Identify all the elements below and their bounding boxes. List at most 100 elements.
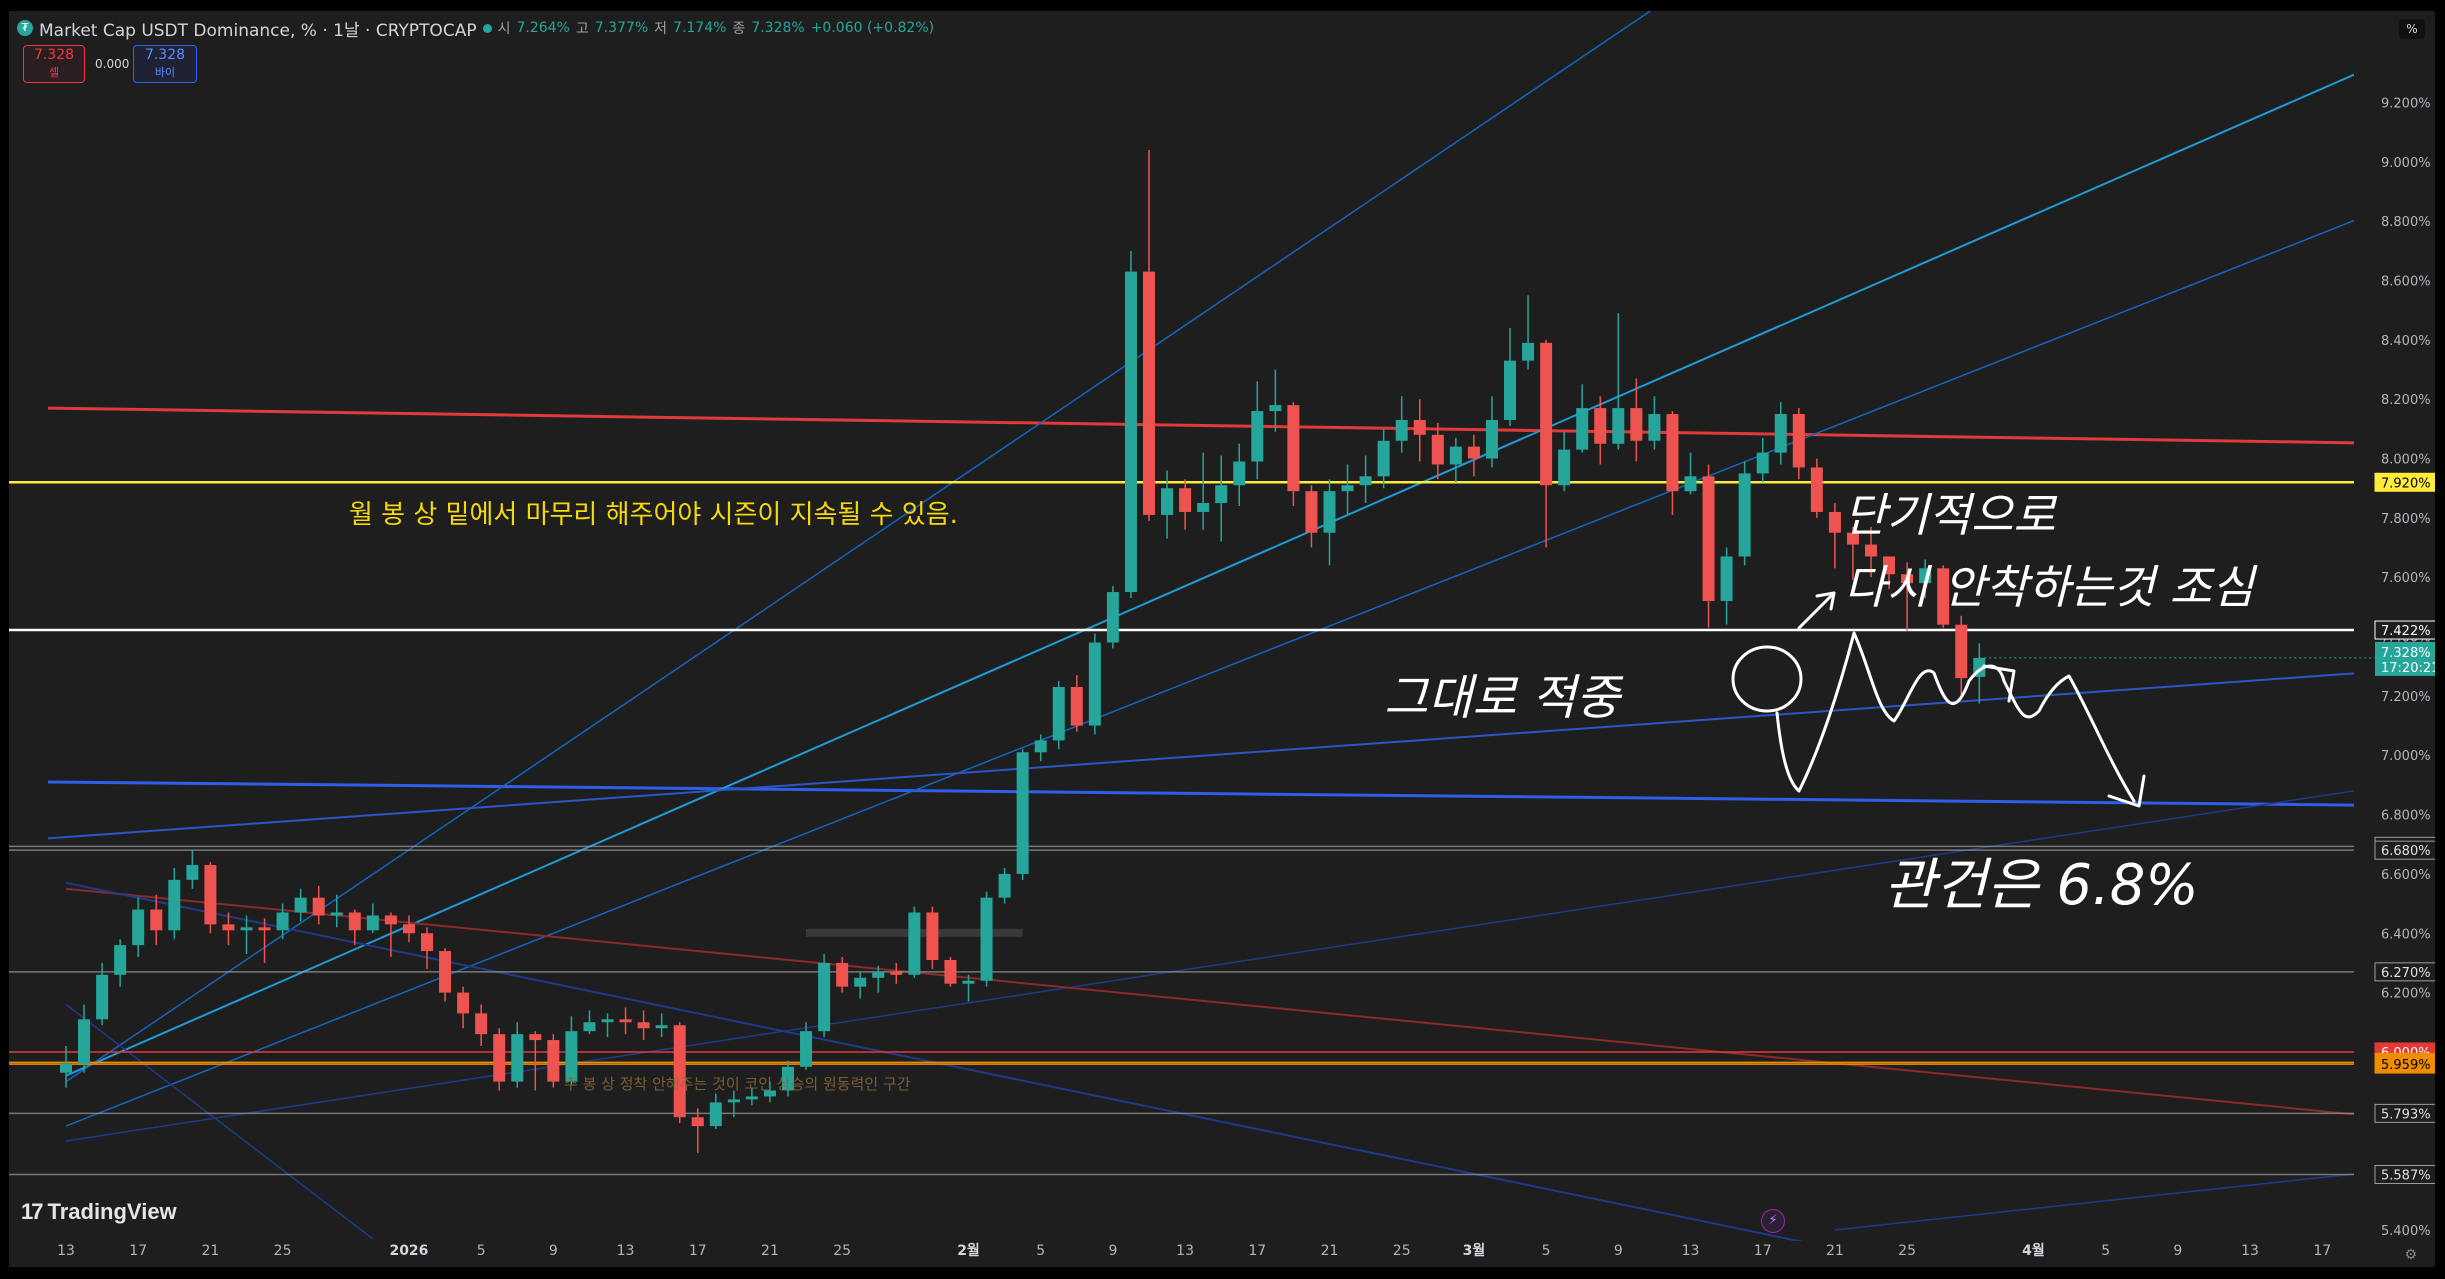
- candle-body: [1215, 485, 1228, 504]
- cyan-rising-line-2: [65, 11, 1652, 1083]
- candle-body: [800, 1031, 813, 1067]
- candle-body: [1883, 556, 1896, 575]
- candle-body: [565, 1031, 578, 1082]
- percent-scale-button[interactable]: %: [2399, 19, 2425, 39]
- candle-body: [1413, 419, 1426, 435]
- time-tick-label: 21: [761, 1243, 779, 1259]
- candle-body: [294, 897, 307, 913]
- candle-body: [1558, 449, 1571, 486]
- spread-value: 0.000: [95, 57, 130, 71]
- candle-body: [60, 1063, 72, 1073]
- time-tick-label: 2월: [957, 1242, 980, 1259]
- level-price-tag: [2374, 472, 2435, 492]
- candle-body: [1666, 414, 1679, 492]
- candle-body: [1106, 592, 1119, 643]
- time-tick-label: 9: [1614, 1243, 1623, 1259]
- tradingview-logo[interactable]: 17 TradingView: [21, 1199, 177, 1225]
- candle-body: [962, 980, 975, 984]
- level-price-tag: [2374, 1103, 2435, 1123]
- high-label: 고: [575, 21, 589, 37]
- time-tick-label: 25: [1898, 1243, 1916, 1259]
- sell-price: 7.328: [33, 47, 75, 63]
- candle-body: [204, 865, 217, 925]
- candle-body: [1233, 461, 1246, 486]
- candle-body: [1756, 452, 1769, 474]
- candle-body: [1648, 414, 1661, 441]
- level-price-label: 7.920%: [2381, 476, 2431, 491]
- change-value: +0.060 (+0.82%): [810, 20, 935, 36]
- candle-body: [1955, 624, 1968, 679]
- candle-body: [186, 865, 199, 880]
- last-price-label: 7.328%: [2381, 646, 2431, 661]
- close-value: 7.328%: [751, 20, 805, 36]
- candle-body: [258, 927, 271, 931]
- tradingview-mark-icon: 17: [21, 1199, 44, 1224]
- candle-body: [1197, 503, 1210, 512]
- time-tick-label: 25: [833, 1243, 851, 1259]
- candle-body: [150, 909, 163, 931]
- price-tick-label: 8.800%: [2381, 215, 2431, 230]
- time-tick-label: 9: [549, 1243, 558, 1259]
- level-price-tag: [2374, 840, 2435, 860]
- arrow-up-stem: [1797, 591, 1836, 630]
- candle-body: [1576, 408, 1589, 450]
- time-tick-label: 5: [1542, 1243, 1551, 1259]
- time-tick-label: 17: [1754, 1243, 1772, 1259]
- price-tick-label: 7.000%: [2381, 749, 2431, 764]
- time-tick-label: 13: [57, 1243, 75, 1259]
- blue-steep-falling-line: [65, 1003, 374, 1240]
- symbol-title[interactable]: Market Cap USDT Dominance, % · 1날 · CRYP…: [39, 20, 477, 41]
- open-value: 7.264%: [516, 20, 570, 36]
- time-tick-label: 3월: [1463, 1242, 1486, 1259]
- candle-body: [1901, 574, 1914, 584]
- price-tick-label: 7.200%: [2381, 690, 2431, 705]
- candle-body: [691, 1117, 704, 1127]
- candle-body: [1810, 467, 1823, 512]
- candle-body: [168, 879, 181, 931]
- time-tick-label: 5: [1036, 1243, 1045, 1259]
- candle-body: [619, 1019, 632, 1023]
- blue-bottom-line: [1834, 1173, 2354, 1231]
- sell-button[interactable]: 7.328 셀: [23, 45, 85, 83]
- candle-body: [727, 1099, 740, 1103]
- candle-body: [655, 1025, 668, 1029]
- time-tick-label: 2026: [389, 1243, 428, 1259]
- candle-body: [1720, 556, 1733, 601]
- chart-canvas[interactable]: 월 봉 상 밑에서 마무리 해주어야 시즌이 지속될 수 있음. 주 봉 상 정착…: [9, 11, 2435, 1267]
- candle-body: [782, 1066, 794, 1091]
- candle-body: [1630, 408, 1643, 441]
- candle-body: [1359, 476, 1372, 486]
- price-tick-label: 6.400%: [2381, 927, 2431, 942]
- highlight-circle: [1731, 645, 1803, 713]
- projected-arrow-mid: [1982, 664, 2016, 703]
- handwritten-note-4: 관건은 6.8%: [1884, 853, 2199, 918]
- candle-body: [673, 1025, 686, 1118]
- buy-label: 바이: [154, 66, 176, 79]
- time-tick-label: 4월: [2022, 1242, 2045, 1259]
- low-value: 7.174%: [673, 20, 727, 36]
- candle-body: [601, 1019, 614, 1023]
- candle-body: [547, 1040, 560, 1082]
- candle-body: [1467, 446, 1480, 459]
- high-value: 7.377%: [594, 20, 649, 36]
- candle-body: [1828, 511, 1841, 533]
- lightning-icon[interactable]: ⚡: [1761, 1209, 1785, 1233]
- symbol-logo-icon: ₮: [17, 20, 33, 36]
- candle-body: [1034, 740, 1047, 753]
- candle-body: [709, 1102, 722, 1127]
- level-price-tag: [2374, 962, 2435, 982]
- gear-icon[interactable]: ⚙: [2404, 1247, 2417, 1263]
- candle-body: [78, 1019, 91, 1064]
- level-price-label: 5.793%: [2381, 1107, 2431, 1122]
- chart-frame: 월 봉 상 밑에서 마무리 해주어야 시즌이 지속될 수 있음. 주 봉 상 정착…: [6, 8, 2438, 1270]
- price-tick-label: 7.600%: [2381, 571, 2431, 586]
- candle-body: [926, 912, 939, 960]
- candle-body: [1937, 568, 1950, 625]
- level-price-label: 5.587%: [2381, 1168, 2431, 1183]
- cyan-rising-line: [65, 73, 2354, 1077]
- buy-button[interactable]: 7.328 바이: [133, 45, 197, 83]
- candle-body: [457, 992, 470, 1014]
- candle-body: [1684, 476, 1697, 492]
- candle-body: [998, 873, 1011, 898]
- candle-body: [1738, 473, 1751, 557]
